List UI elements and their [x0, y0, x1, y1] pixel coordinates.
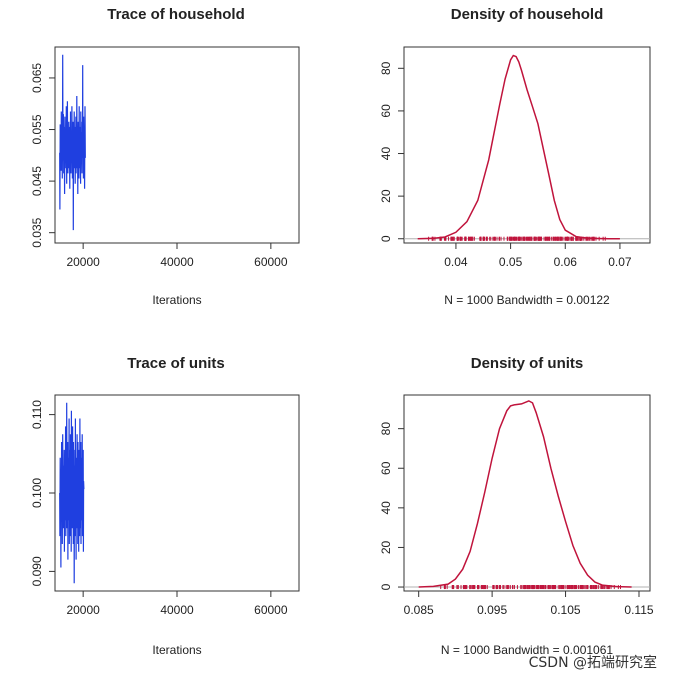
- plot-frame: [54, 394, 300, 592]
- panel-density-units: Density of units 0.085 0.095 0.105 0.115 0 2…: [379, 355, 654, 657]
- panel-trace-household: Trace of household 20000 40000 60000 0.035…: [30, 6, 300, 307]
- y-tick-label: 0.035: [30, 217, 44, 247]
- y-tick-label: 0.090: [30, 556, 44, 586]
- x-tick-label: 0.06: [554, 255, 578, 269]
- x-tick-label: 0.05: [499, 255, 523, 269]
- plot-frame: [403, 394, 651, 592]
- trace-series-line: [59, 54, 86, 231]
- y-tick-label: 0.045: [30, 166, 44, 196]
- y-tick-label: 60: [379, 104, 393, 118]
- x-axis-label: Iterations: [152, 643, 201, 657]
- x-tick-label: 0.095: [477, 603, 507, 617]
- y-tick-label: 0.100: [30, 478, 44, 508]
- x-tick-label: 0.085: [404, 603, 434, 617]
- y-tick-label: 0: [379, 583, 393, 590]
- y-tick-label: 20: [379, 540, 393, 554]
- panel-density-household: Density of household 0.04 0.05 0.06 0.07 0 2…: [379, 6, 651, 307]
- panel-title: Density of household: [451, 6, 604, 23]
- y-tick-label: 60: [379, 461, 393, 475]
- y-tick-label: 0.065: [30, 63, 44, 93]
- trace-series-line: [59, 402, 85, 584]
- plot-frame: [54, 46, 300, 244]
- y-tick-label: 0.110: [30, 400, 44, 429]
- x-tick-label: 20000: [66, 255, 100, 269]
- plot-frame: [403, 46, 651, 244]
- density-curve: [418, 400, 632, 588]
- x-tick-label: 0.105: [551, 603, 581, 617]
- y-tick-label: 40: [379, 147, 393, 161]
- y-tick-label: 0.055: [30, 114, 44, 144]
- x-tick-label: 20000: [66, 603, 100, 617]
- density-curve: [417, 54, 620, 240]
- x-tick-label: 0.04: [444, 255, 468, 269]
- x-axis-label: N = 1000 Bandwidth = 0.00122: [444, 293, 610, 307]
- panel-title: Trace of units: [127, 355, 225, 372]
- x-tick-label: 0.07: [608, 255, 632, 269]
- y-tick-label: 80: [379, 61, 393, 75]
- y-tick-label: 0: [379, 235, 393, 242]
- panel-trace-units: Trace of units 20000 40000 60000 0.090 0.10…: [30, 355, 300, 657]
- y-tick-label: 20: [379, 189, 393, 203]
- panel-title: Density of units: [471, 355, 584, 372]
- y-tick-label: 40: [379, 501, 393, 515]
- x-tick-label: 60000: [254, 603, 288, 617]
- x-tick-label: 60000: [254, 255, 288, 269]
- y-tick-label: 80: [379, 422, 393, 436]
- x-tick-label: 40000: [160, 603, 194, 617]
- watermark: CSDN @拓端研究室: [529, 654, 657, 671]
- x-tick-label: 40000: [160, 255, 194, 269]
- x-tick-label: 0.115: [624, 603, 653, 617]
- panel-title: Trace of household: [107, 6, 245, 23]
- x-axis-label: N = 1000 Bandwidth = 0.001061: [441, 643, 613, 657]
- x-axis-label: Iterations: [152, 293, 201, 307]
